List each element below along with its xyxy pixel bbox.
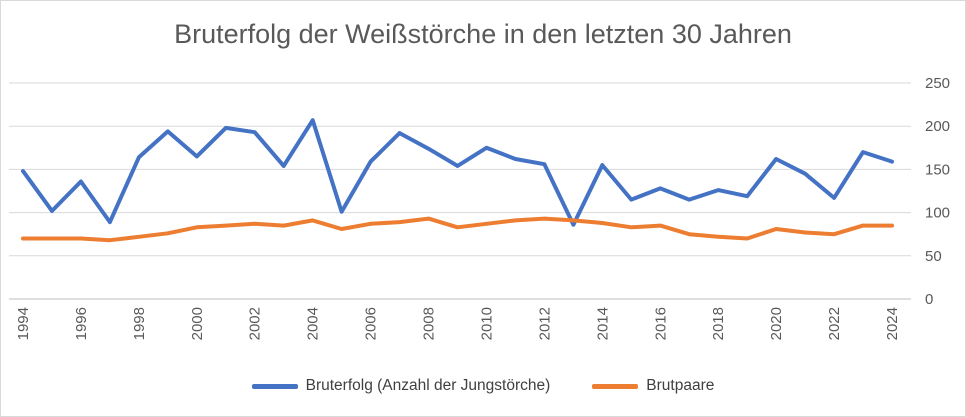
data-point-brutpaare-1994 [21,236,25,241]
data-point-bruterfolg-2022 [832,196,836,200]
legend-swatch-brutpaare [592,383,639,389]
data-point-bruterfolg-2006 [368,159,373,164]
data-point-brutpaare-2009 [455,225,460,230]
data-point-brutpaare-1997 [108,238,112,243]
data-point-brutpaare-2017 [687,232,692,236]
x-tick-label: 2004 [305,307,322,340]
x-tick-label: 2018 [710,307,727,340]
data-point-bruterfolg-2019 [745,194,749,198]
legend-item-brutpaare: Brutpaare [592,377,714,395]
data-point-brutpaare-2005 [339,227,344,231]
x-tick-label: 2008 [421,307,438,340]
data-point-bruterfolg-2011 [513,157,518,161]
data-point-brutpaare-2010 [484,222,489,226]
y-tick-label: 50 [925,248,942,265]
data-point-brutpaare-2000 [195,225,199,230]
series-line-bruterfolg [21,118,894,227]
data-point-bruterfolg-2004 [310,118,315,122]
data-point-bruterfolg-2023 [861,150,865,154]
legend-swatch-bruterfolg [251,383,298,389]
data-point-brutpaare-2012 [542,216,547,221]
y-tick-label: 200 [925,118,950,135]
data-point-brutpaare-1995 [50,236,54,241]
data-point-bruterfolg-2000 [195,154,199,159]
data-point-bruterfolg-2012 [542,162,547,167]
x-tick-label: 2014 [594,307,611,340]
data-point-brutpaare-2016 [658,223,663,228]
data-point-brutpaare-2019 [745,236,749,241]
data-point-brutpaare-1998 [137,234,141,239]
data-point-bruterfolg-2020 [774,157,778,161]
y-tick-label: 0 [925,291,933,308]
data-point-brutpaare-2002 [252,222,257,226]
data-point-brutpaare-2003 [281,223,286,228]
legend-label-brutpaare: Brutpaare [646,377,715,394]
legend-label-bruterfolg: Bruterfolg (Anzahl der Jungstörche) [305,377,551,394]
data-point-bruterfolg-2016 [658,186,663,191]
data-point-bruterfolg-2008 [426,146,431,151]
x-tick-label: 1994 [15,307,32,340]
data-point-bruterfolg-1997 [108,220,112,224]
data-point-bruterfolg-2005 [339,209,344,214]
x-tick-label: 2016 [652,307,669,340]
data-point-brutpaare-2007 [397,220,402,224]
x-tick-label: 2010 [478,307,495,340]
data-point-brutpaare-2001 [223,223,228,228]
x-tick-label: 2000 [189,307,206,340]
data-point-brutpaare-2013 [571,218,576,223]
data-point-brutpaare-2011 [513,218,518,223]
data-point-brutpaare-2014 [600,221,605,225]
x-tick-label: 2022 [826,307,843,340]
data-point-brutpaare-2008 [426,216,431,221]
x-tick-label: 1996 [73,307,90,340]
x-tick-label: 2006 [363,307,380,340]
data-point-bruterfolg-2018 [716,188,720,192]
data-point-brutpaare-2020 [774,227,778,231]
data-point-bruterfolg-1994 [21,169,25,173]
legend-item-bruterfolg: Bruterfolg (Anzahl der Jungstörche) [251,377,551,395]
data-point-bruterfolg-2024 [890,159,894,164]
data-point-brutpaare-1996 [79,236,83,241]
data-point-brutpaare-1999 [166,231,170,236]
data-point-brutpaare-2015 [629,225,634,230]
data-point-bruterfolg-2013 [571,222,576,227]
x-tick-label: 2012 [536,307,553,340]
x-tick-label: 2024 [884,307,901,340]
data-point-bruterfolg-2003 [281,164,286,168]
x-tick-label: 1998 [131,307,148,340]
data-point-bruterfolg-1999 [166,129,170,134]
data-point-bruterfolg-2009 [455,164,460,168]
data-point-brutpaare-2024 [890,223,894,228]
y-tick-label: 100 [925,205,950,222]
data-point-bruterfolg-2002 [252,130,257,135]
data-point-bruterfolg-2017 [687,197,692,202]
data-point-brutpaare-2023 [861,223,865,228]
data-point-bruterfolg-2007 [397,131,402,135]
x-tick-label: 2002 [247,307,264,340]
chart-legend: Bruterfolg (Anzahl der Jungstörche) Brut… [1,372,965,400]
data-point-bruterfolg-2010 [484,146,489,150]
data-point-bruterfolg-2014 [600,163,605,167]
data-point-bruterfolg-1996 [79,179,83,184]
series-line-brutpaare [21,216,894,243]
data-point-brutpaare-2004 [310,218,315,223]
data-point-bruterfolg-2015 [629,197,634,202]
data-point-brutpaare-2018 [716,234,720,239]
data-point-bruterfolg-2021 [803,171,807,176]
chart-title: Bruterfolg der Weißstörche in den letzte… [174,19,792,49]
y-tick-label: 250 [925,75,950,92]
x-tick-label: 2020 [768,307,785,340]
data-point-brutpaare-2006 [368,222,373,226]
data-point-bruterfolg-1995 [50,209,54,213]
y-tick-label: 150 [925,161,950,178]
data-point-bruterfolg-2001 [223,126,228,130]
data-point-bruterfolg-1998 [137,155,141,160]
data-point-brutpaare-2021 [803,230,807,235]
data-point-brutpaare-2022 [832,232,836,236]
